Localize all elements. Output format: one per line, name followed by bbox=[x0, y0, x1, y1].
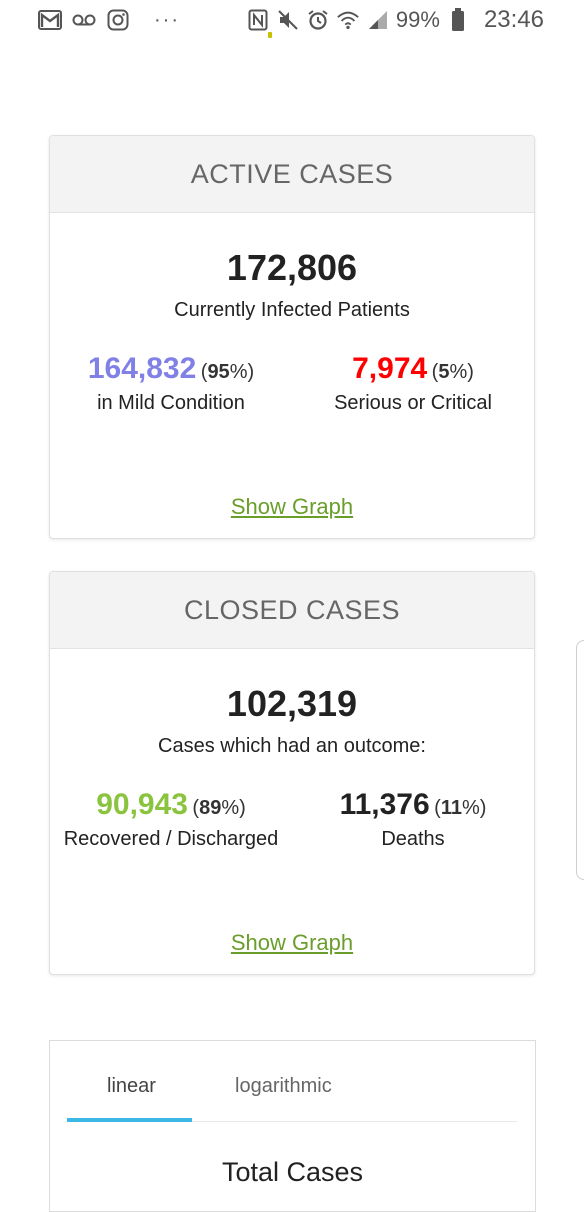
active-cases-header: ACTIVE CASES bbox=[50, 136, 534, 213]
active-cases-subtitle: Currently Infected Patients bbox=[174, 299, 410, 321]
mild-condition-value: 164,832 bbox=[87, 352, 197, 385]
chart-title: Total Cases bbox=[221, 1157, 364, 1187]
active-cases-total: 172,806 bbox=[226, 247, 358, 288]
closed-cases-breakdown: 90,943 (89%) Recovered / Discharged 11,3… bbox=[50, 788, 534, 898]
scale-tabs: linear logarithmic bbox=[67, 1041, 517, 1122]
chart-card: linear logarithmic Total Cases bbox=[49, 1040, 536, 1212]
deaths-stat: 11,376 (11%) Deaths bbox=[292, 788, 534, 851]
closed-cases-header: CLOSED CASES bbox=[50, 572, 534, 649]
serious-critical-value: 7,974 bbox=[352, 352, 428, 385]
instagram-icon bbox=[106, 8, 130, 32]
recovered-percent: (89%) bbox=[192, 797, 246, 819]
active-cases-breakdown: 164,832 (95%) in Mild Condition 7,974 (5… bbox=[50, 352, 534, 462]
recovered-stat: 90,943 (89%) Recovered / Discharged bbox=[50, 788, 292, 851]
signal-icon bbox=[366, 8, 390, 32]
wifi-icon bbox=[336, 8, 360, 32]
gmail-icon bbox=[38, 8, 62, 32]
mild-condition-percent: (95%) bbox=[200, 361, 255, 383]
closed-cases-subtitle: Cases which had an outcome: bbox=[158, 735, 426, 757]
closed-cases-show-graph-link[interactable]: Show Graph bbox=[230, 930, 354, 955]
nfc-icon bbox=[246, 8, 270, 32]
edge-panel-handle[interactable] bbox=[576, 640, 584, 880]
status-bar: ··· 99% 23:46 bbox=[0, 0, 584, 40]
active-cases-show-graph-link[interactable]: Show Graph bbox=[230, 494, 354, 519]
decorative-mark bbox=[268, 32, 272, 38]
voicemail-icon bbox=[72, 8, 96, 32]
mild-condition-label: in Mild Condition bbox=[97, 392, 245, 414]
recovered-value: 90,943 bbox=[96, 788, 188, 821]
serious-critical-label: Serious or Critical bbox=[334, 392, 492, 414]
serious-critical-percent: (5%) bbox=[431, 361, 474, 383]
serious-critical-stat: 7,974 (5%) Serious or Critical bbox=[292, 352, 534, 415]
mute-icon bbox=[276, 8, 300, 32]
more-notifications-icon: ··· bbox=[154, 8, 180, 31]
active-cases-card: ACTIVE CASES 172,806 Currently Infected … bbox=[49, 135, 535, 539]
recovered-label: Recovered / Discharged bbox=[63, 828, 279, 850]
active-tab-indicator bbox=[67, 1118, 192, 1122]
alarm-icon bbox=[306, 8, 330, 32]
tab-logarithmic[interactable]: logarithmic bbox=[235, 1075, 332, 1097]
deaths-value: 11,376 bbox=[339, 788, 430, 821]
closed-cases-card: CLOSED CASES 102,319 Cases which had an … bbox=[49, 571, 535, 975]
deaths-label: Deaths bbox=[381, 828, 445, 850]
battery-percentage: 99% bbox=[395, 7, 440, 32]
clock: 23:46 bbox=[483, 6, 544, 33]
tab-linear[interactable]: linear bbox=[107, 1075, 156, 1097]
mild-condition-stat: 164,832 (95%) in Mild Condition bbox=[50, 352, 292, 415]
deaths-percent: (11%) bbox=[434, 797, 487, 819]
closed-cases-total: 102,319 bbox=[226, 683, 358, 724]
battery-icon bbox=[446, 8, 470, 32]
